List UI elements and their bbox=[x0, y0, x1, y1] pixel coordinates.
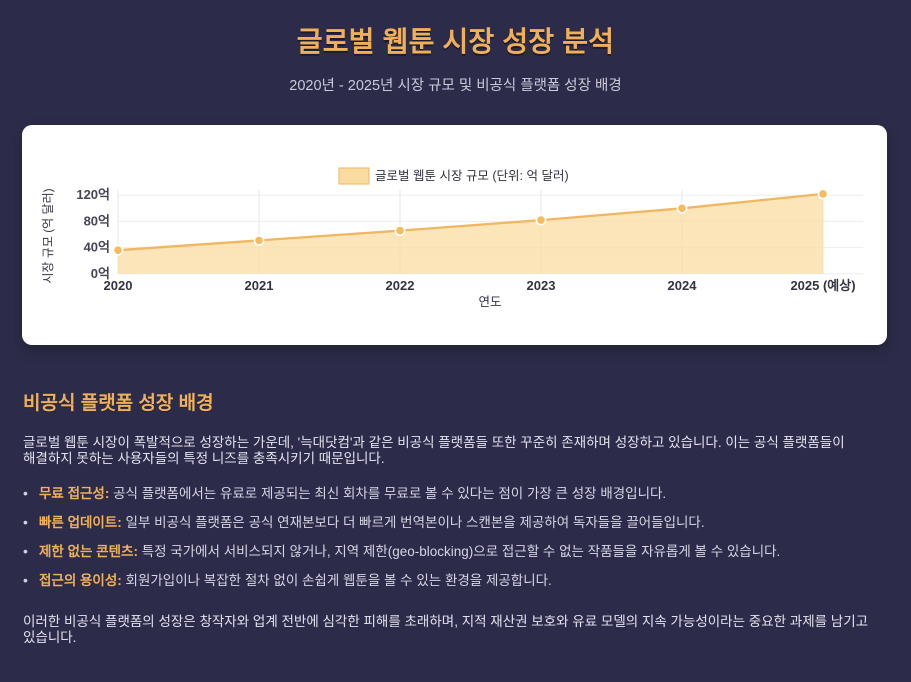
svg-text:시장 규모 (억 달러): 시장 규모 (억 달러) bbox=[41, 188, 55, 283]
svg-text:120억: 120억 bbox=[76, 187, 110, 202]
svg-text:2020: 2020 bbox=[104, 278, 133, 293]
svg-text:2022: 2022 bbox=[386, 278, 415, 293]
svg-text:연도: 연도 bbox=[478, 295, 501, 309]
svg-text:2021: 2021 bbox=[245, 278, 274, 293]
svg-text:40억: 40억 bbox=[84, 240, 110, 255]
svg-text:2024: 2024 bbox=[668, 278, 698, 293]
svg-text:2023: 2023 bbox=[527, 278, 556, 293]
svg-text:글로벌 웹툰 시장 규모 (단위: 억 달러): 글로벌 웹툰 시장 규모 (단위: 억 달러) bbox=[375, 168, 569, 183]
svg-text:80억: 80억 bbox=[84, 213, 110, 228]
svg-text:2025 (예상): 2025 (예상) bbox=[790, 278, 855, 293]
